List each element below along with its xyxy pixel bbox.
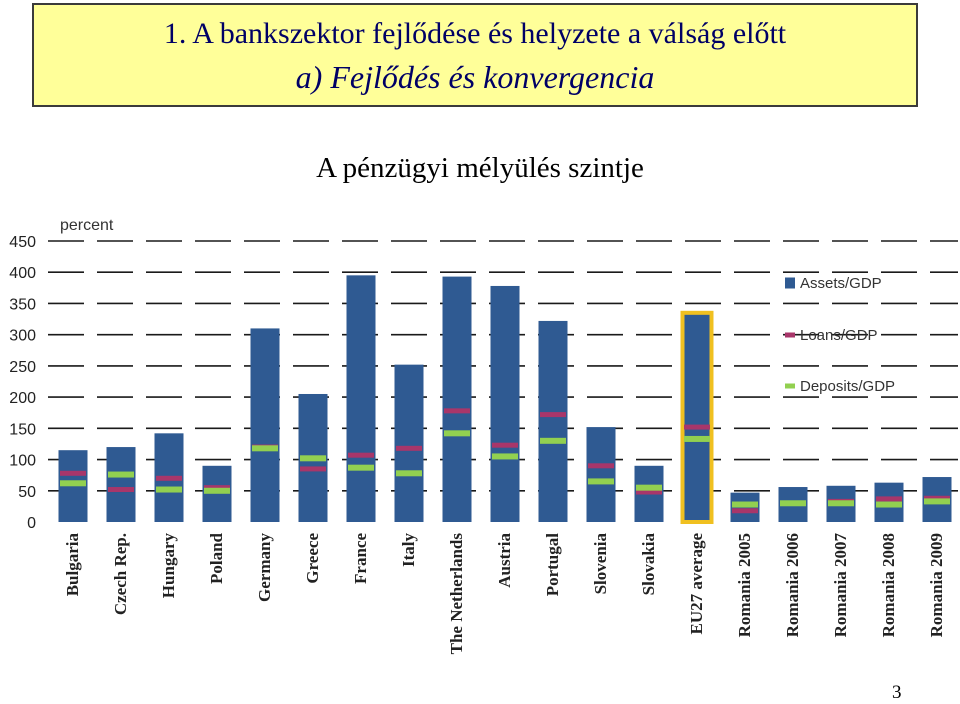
x-category-label: Bulgaria	[63, 533, 82, 597]
deposits-marker	[396, 470, 422, 477]
bar-assets	[250, 328, 280, 522]
y-unit-label: percent	[60, 217, 114, 234]
bar-layer	[58, 275, 952, 524]
deposits-marker	[108, 471, 134, 478]
deposits-marker	[684, 435, 710, 442]
x-category-label: Austria	[495, 533, 514, 588]
x-category-label: Portugal	[543, 533, 562, 597]
loans-marker	[588, 463, 614, 469]
slide-subtitle-italic: a) Fejlődés és konvergencia	[295, 59, 655, 95]
bar-assets	[106, 447, 136, 522]
loans-marker	[924, 495, 950, 501]
y-tick-label: 50	[18, 484, 36, 501]
x-category-label: France	[351, 533, 370, 584]
x-category-label: Greece	[303, 533, 322, 584]
bar-assets	[586, 427, 616, 522]
y-tick-label: 400	[9, 265, 36, 282]
deposits-marker	[204, 487, 230, 494]
x-category-label: Romania 2008	[879, 533, 898, 637]
bar-assets	[680, 310, 714, 524]
y-tick-label: 350	[9, 296, 36, 313]
deposits-marker	[588, 478, 614, 485]
loans-marker	[492, 442, 518, 448]
deposits-marker	[348, 464, 374, 471]
deposits-marker	[444, 430, 470, 437]
deposits-marker	[876, 501, 902, 508]
deposits-marker	[156, 486, 182, 493]
title-box: 1. A bankszektor fejlődése és helyzete a…	[32, 3, 918, 107]
bar-assets	[346, 275, 376, 522]
x-category-label: Poland	[207, 532, 226, 584]
x-category-label: Romania 2007	[831, 533, 850, 638]
legend-label: Loans/GDP	[800, 327, 878, 344]
deposits-marker	[252, 445, 278, 452]
x-category-label: Slovakia	[639, 533, 658, 596]
loans-marker	[60, 470, 86, 476]
slide-title: 1. A bankszektor fejlődése és helyzete a…	[163, 17, 787, 50]
legend-swatch	[785, 277, 795, 289]
x-category-label: Slovenia	[591, 533, 610, 595]
x-category-label: Romania 2005	[735, 533, 754, 637]
loans-marker	[300, 466, 326, 472]
loans-marker	[684, 424, 710, 430]
deposits-marker	[300, 455, 326, 462]
loans-marker	[108, 487, 134, 493]
legend-swatch	[785, 383, 795, 389]
deposits-marker	[780, 500, 806, 507]
x-category-label: EU27 average	[687, 533, 706, 635]
loans-marker	[732, 508, 758, 514]
legend-label: Assets/GDP	[800, 275, 882, 292]
y-tick-label: 100	[9, 453, 36, 470]
bar-assets	[394, 364, 424, 522]
x-category-label: Italy	[399, 533, 418, 568]
y-tick-label: 0	[27, 515, 36, 532]
legend-swatch	[785, 332, 795, 338]
loans-marker	[876, 496, 902, 502]
bar-assets	[202, 465, 232, 522]
page-number: 3	[892, 682, 902, 703]
y-tick-label: 450	[9, 234, 36, 251]
deposits-marker	[492, 453, 518, 460]
loans-marker	[204, 485, 230, 491]
loans-marker	[156, 475, 182, 481]
x-category-label: The Netherlands	[447, 533, 466, 655]
x-category-label: Romania 2009	[927, 533, 946, 637]
y-tick-label: 200	[9, 390, 36, 407]
loans-marker	[540, 412, 566, 418]
y-tick-label: 300	[9, 328, 36, 345]
deposits-marker	[60, 480, 86, 487]
deposits-marker	[924, 498, 950, 505]
legend: Assets/GDP Loans/GDP Deposits/GDP	[785, 275, 895, 395]
deposits-marker	[732, 501, 758, 508]
loans-marker	[348, 452, 374, 458]
bar-assets	[538, 320, 568, 522]
axis-layer: percent 0 50 100 150 200 250 300 350 400 450 Bulgar…	[9, 217, 946, 654]
deposits-marker	[636, 484, 662, 491]
deposits-marker	[828, 500, 854, 507]
legend-label: Deposits/GDP	[800, 378, 895, 395]
x-category-label: Germany	[255, 533, 274, 602]
bar-chart: percent 0 50 100 150 200 250 300 350 400 450 Bulgar…	[9, 217, 958, 654]
x-category-label: Romania 2006	[783, 533, 802, 637]
x-category-label: Hungary	[159, 533, 178, 599]
loans-marker	[396, 445, 422, 451]
loans-marker	[636, 489, 662, 495]
bar-assets	[442, 276, 472, 522]
deposits-marker	[540, 437, 566, 444]
chart-heading: A pénzügyi mélyülés szintje	[316, 152, 644, 184]
loans-marker	[444, 408, 470, 414]
y-tick-label: 150	[9, 421, 36, 438]
x-category-label: Czech Rep.	[111, 533, 130, 615]
y-tick-label: 250	[9, 359, 36, 376]
bar-assets	[490, 285, 520, 522]
